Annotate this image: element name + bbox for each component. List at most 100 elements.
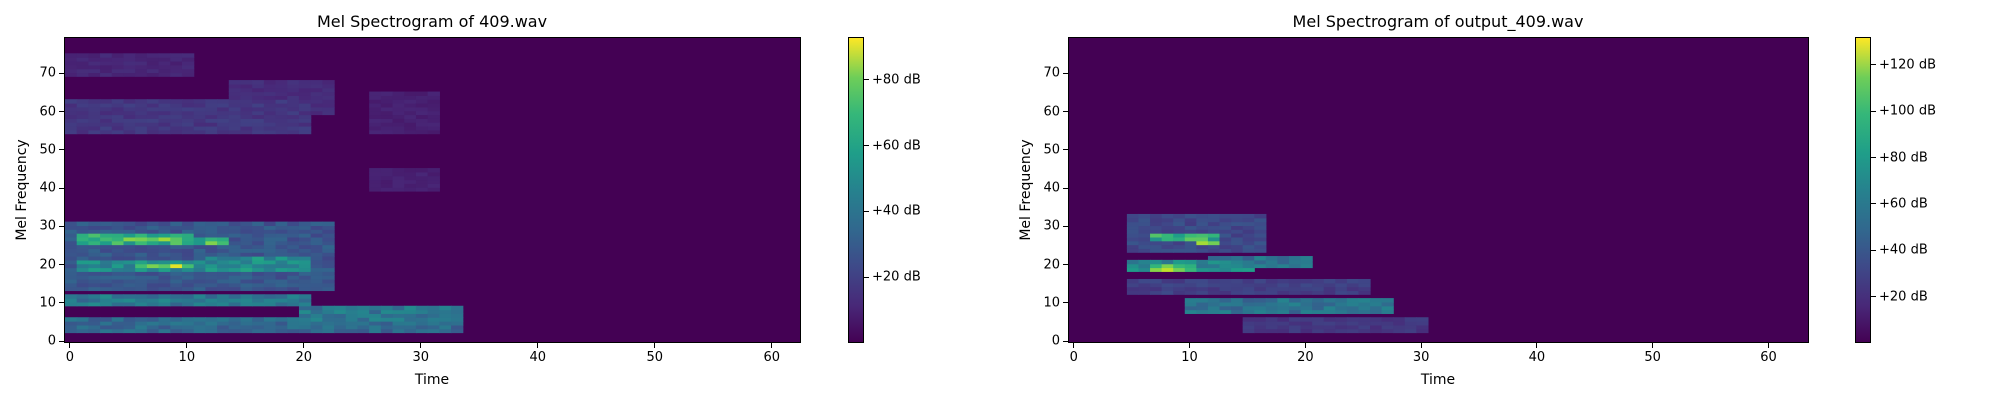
heatmap-cell (451, 309, 464, 314)
heatmap-cell (298, 118, 312, 123)
heatmap-cell (380, 91, 394, 96)
heatmap-cell (252, 256, 265, 261)
colorbar-tick-label: +60 dB (872, 138, 921, 154)
heatmap-cell (76, 248, 89, 253)
heatmap-cell (287, 95, 300, 100)
heatmap-cell (310, 286, 323, 292)
heatmap-cell (217, 125, 230, 131)
heatmap-cell (1126, 263, 1140, 269)
heatmap-cell (252, 298, 265, 303)
heatmap-cell (392, 110, 405, 116)
heatmap-cell (1277, 278, 1290, 284)
heatmap-cell (1254, 236, 1267, 242)
heatmap-cell (298, 80, 312, 85)
heatmap-cell (392, 179, 405, 184)
heatmap-cell (135, 103, 148, 108)
heatmap-cell (65, 99, 78, 104)
heatmap-cell (76, 298, 89, 303)
heatmap-cell (100, 278, 113, 284)
heatmap-cell (193, 240, 206, 246)
heatmap-cell (334, 305, 347, 311)
heatmap-cell (76, 328, 89, 334)
heatmap-cell (228, 263, 242, 269)
heatmap-cell (123, 225, 136, 230)
heatmap-cell (135, 301, 148, 307)
heatmap-cell (146, 103, 160, 108)
heatmap-cell (100, 125, 113, 131)
heatmap-cell (1254, 290, 1267, 295)
heatmap-cell (404, 171, 417, 177)
heatmap-cell (240, 286, 253, 292)
heatmap-cell (1254, 324, 1267, 330)
heatmap-cell (1300, 301, 1313, 307)
heatmap-cell (217, 233, 230, 238)
heatmap-cell (1323, 309, 1336, 314)
heatmap-cell (88, 259, 101, 265)
heatmap-cell (1161, 236, 1174, 242)
heatmap-cell (146, 271, 160, 276)
heatmap-cell (181, 275, 195, 280)
heatmap-cell (170, 60, 183, 66)
x-tick-label: 30 (412, 350, 430, 365)
colorbar-tick-mark (1871, 110, 1876, 112)
heatmap-cell (380, 125, 394, 131)
heatmap-cell (123, 103, 136, 108)
heatmap-cell (1196, 263, 1209, 269)
heatmap-cell (404, 110, 417, 116)
heatmap-cell (427, 309, 440, 314)
heatmap-cell (1207, 240, 1221, 246)
heatmap-cell (146, 106, 160, 112)
heatmap-cell (451, 317, 464, 322)
heatmap-cell (146, 321, 160, 326)
heatmap-cell (334, 309, 347, 314)
heatmap-cell (1126, 282, 1140, 288)
heatmap-cell (1126, 267, 1140, 272)
heatmap-cell (1254, 233, 1267, 238)
heatmap-cell (1393, 328, 1406, 334)
heatmap-cell (310, 317, 323, 322)
heatmap-cell (1242, 267, 1255, 272)
heatmap-cell (146, 263, 160, 269)
y-tick-mark (1063, 149, 1068, 151)
heatmap-cell (65, 286, 78, 292)
heatmap-cell (181, 110, 195, 116)
heatmap-cell (298, 298, 312, 303)
heatmap-cell (111, 129, 125, 135)
heatmap-cell (88, 236, 101, 242)
y-tick-label: 0 (47, 333, 56, 349)
heatmap-cell (100, 57, 113, 62)
heatmap-cell (240, 103, 253, 108)
heatmap-cell (1265, 309, 1279, 314)
heatmap-cell (287, 248, 300, 253)
colorbar-tick-label: +80 dB (1879, 150, 1928, 166)
heatmap-cell (65, 68, 78, 74)
heatmap-cell (88, 53, 101, 58)
spectrogram-panel-output: Mel Spectrogram of output_409.wav Time M… (1000, 0, 2000, 400)
heatmap-cell (158, 317, 171, 322)
heatmap-cell (1242, 236, 1255, 242)
heatmap-cell (310, 275, 323, 280)
heatmap-cell (380, 175, 394, 181)
heatmap-cell (158, 103, 171, 108)
heatmap-cell (1173, 259, 1186, 265)
heatmap-cell (275, 236, 288, 242)
heatmap-cell (427, 110, 440, 116)
heatmap-cell (88, 72, 101, 77)
heatmap-cell (1231, 305, 1244, 311)
heatmap-cell (380, 110, 394, 116)
heatmap-cell (170, 68, 183, 74)
heatmap-cell (1358, 321, 1371, 326)
heatmap-cell (123, 60, 136, 66)
heatmap-cell (1138, 229, 1151, 234)
heatmap-cell (158, 301, 171, 307)
heatmap-cell (287, 263, 300, 269)
heatmap-cell (205, 278, 218, 284)
heatmap-cell (415, 114, 429, 119)
heatmap-cell (1138, 240, 1151, 246)
heatmap-cell (240, 95, 253, 100)
heatmap-cell (287, 91, 300, 96)
heatmap-cell (1161, 290, 1174, 295)
heatmap-cell (228, 278, 242, 284)
heatmap-cell (322, 236, 335, 242)
heatmap-cell (252, 229, 265, 234)
